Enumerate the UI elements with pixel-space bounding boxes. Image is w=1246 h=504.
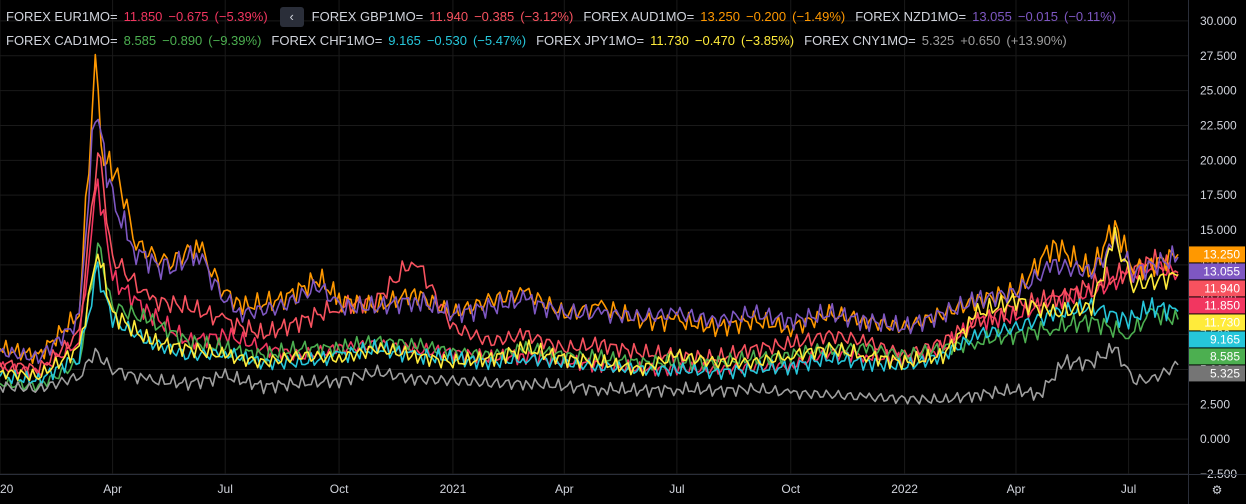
legend-item[interactable]: FOREX JPY1MO= 11.730 −0.470 (−3.85%) [536, 31, 794, 51]
x-tick-label: 2022 [891, 482, 918, 496]
price-badge [1189, 331, 1245, 348]
price-badge-label: 11.730 [1204, 315, 1240, 329]
legend-symbol: FOREX AUD1MO= [583, 9, 695, 24]
legend-symbol: FOREX NZD1MO= [855, 9, 967, 24]
legend-value: 9.165 [388, 33, 421, 48]
price-badge [1189, 246, 1245, 263]
legend-symbol: FOREX JPY1MO= [536, 33, 645, 48]
legend-value: 11.940 [429, 9, 469, 24]
y-tick-label: 2.500 [1200, 397, 1230, 411]
legend-item[interactable]: FOREX CNY1MO= 5.325 +0.650 (+13.90%) [804, 31, 1067, 51]
legend-symbol: FOREX CAD1MO= [6, 33, 118, 48]
price-badge [1189, 348, 1245, 365]
legend-value: 8.585 [123, 33, 157, 48]
price-badge [1189, 297, 1245, 314]
legend-value: 11.730 [650, 33, 689, 48]
legend-item[interactable]: FOREX EUR1MO= 11.850 −0.675 (−5.39%) [6, 7, 268, 27]
y-tick-label: 17.500 [1200, 188, 1237, 202]
legend-item[interactable]: FOREX GBP1MO= 11.940 −0.385 (−3.12%) [312, 7, 574, 27]
price-badge [1189, 365, 1245, 382]
legend-symbol: FOREX EUR1MO= [6, 9, 118, 24]
legend-pct: (−3.85%) [741, 33, 795, 48]
legend-change: −0.675 [168, 9, 209, 24]
price-badge-label: 5.325 [1210, 366, 1240, 380]
y-tick-label: 25.000 [1200, 84, 1237, 98]
legend-value: 13.250 [700, 9, 740, 24]
legend-change: −0.470 [694, 33, 735, 48]
legend-change: −0.530 [426, 33, 467, 48]
legend-item[interactable]: FOREX NZD1MO= 13.055 −0.015 (−0.11%) [855, 7, 1116, 27]
y-tick-label: 15.000 [1200, 223, 1237, 237]
series-line-forex-chf1mo- [0, 261, 1179, 386]
x-tick-label: Apr [103, 482, 122, 496]
price-badge [1189, 263, 1245, 280]
x-tick-label: 2021 [440, 482, 467, 496]
x-tick-label: Apr [1007, 482, 1026, 496]
x-tick-label: Oct [781, 482, 800, 496]
legend-change: −0.015 [1017, 9, 1058, 24]
legend-pct: (−0.11%) [1064, 9, 1117, 24]
x-tick-label: Apr [555, 482, 574, 496]
legend-pct: (−5.47%) [472, 33, 527, 48]
legend-pct: (+13.90%) [1006, 33, 1067, 48]
legend-symbol: FOREX CHF1MO= [271, 33, 383, 48]
price-badge-label: 8.585 [1210, 349, 1240, 363]
price-badge [1189, 314, 1245, 331]
legend: FOREX EUR1MO= 11.850 −0.675 (−5.39%) ‹ FOREX … [0, 0, 1188, 56]
x-tick-label: Jul [1121, 482, 1136, 496]
price-badge-label: 13.250 [1203, 247, 1240, 261]
legend-value: 13.055 [972, 9, 1012, 24]
price-badge-label: 11.940 [1204, 281, 1240, 295]
legend-change: −0.200 [745, 9, 787, 24]
legend-collapse-button[interactable]: ‹ [279, 7, 304, 27]
x-tick-label: Jul [218, 482, 233, 496]
series-line-forex-cny1mo- [0, 342, 1179, 405]
x-tick-label: Oct [330, 482, 349, 496]
legend-change: −0.890 [162, 33, 203, 48]
series-line-forex-gbp1mo- [0, 152, 1179, 376]
series-line-forex-eur1mo- [0, 178, 1179, 378]
legend-change: −0.385 [474, 9, 515, 24]
legend-pct: (−3.12%) [520, 9, 574, 24]
y-tick-label: 27.500 [1200, 49, 1237, 63]
x-tick-label: 20 [0, 482, 14, 496]
legend-change: +0.650 [960, 33, 1001, 48]
settings-icon[interactable]: ⚙ [1212, 483, 1223, 497]
price-badge-label: 11.850 [1204, 298, 1240, 312]
legend-symbol: FOREX CNY1MO= [804, 33, 916, 48]
series-line-forex-jpy1mo- [0, 226, 1179, 382]
y-tick-label: 22.500 [1200, 118, 1237, 132]
legend-pct: (−1.49%) [792, 9, 846, 24]
legend-symbol: FOREX GBP1MO= [311, 9, 424, 24]
legend-pct: (−5.39%) [214, 9, 268, 24]
legend-item[interactable]: FOREX AUD1MO= 13.250 −0.200 (−1.49%) [583, 7, 845, 27]
price-badge-label: 13.055 [1203, 264, 1240, 278]
legend-value: 11.850 [123, 9, 163, 24]
x-tick-label: Jul [669, 482, 684, 496]
price-badge [1189, 280, 1245, 297]
series-line-forex-nzd1mo- [0, 118, 1179, 365]
legend-row-1: FOREX EUR1MO= 11.850 −0.675 (−5.39%) ‹ FOREX … [6, 7, 1126, 27]
y-tick-label: 0.000 [1200, 432, 1230, 446]
price-badge-label: 9.165 [1210, 332, 1240, 346]
legend-row-2: FOREX CAD1MO= 8.585 −0.890 (−9.39%) FOREX CH… [6, 31, 1077, 51]
legend-value: 5.325 [921, 33, 955, 48]
legend-item[interactable]: FOREX CHF1MO= 9.165 −0.530 (−5.47%) [271, 31, 526, 51]
legend-pct: (−9.39%) [208, 33, 262, 48]
y-tick-label: 30.000 [1200, 14, 1237, 28]
legend-item[interactable]: FOREX CAD1MO= 8.585 −0.890 (−9.39%) [6, 31, 261, 51]
y-tick-label: 20.000 [1200, 153, 1237, 167]
